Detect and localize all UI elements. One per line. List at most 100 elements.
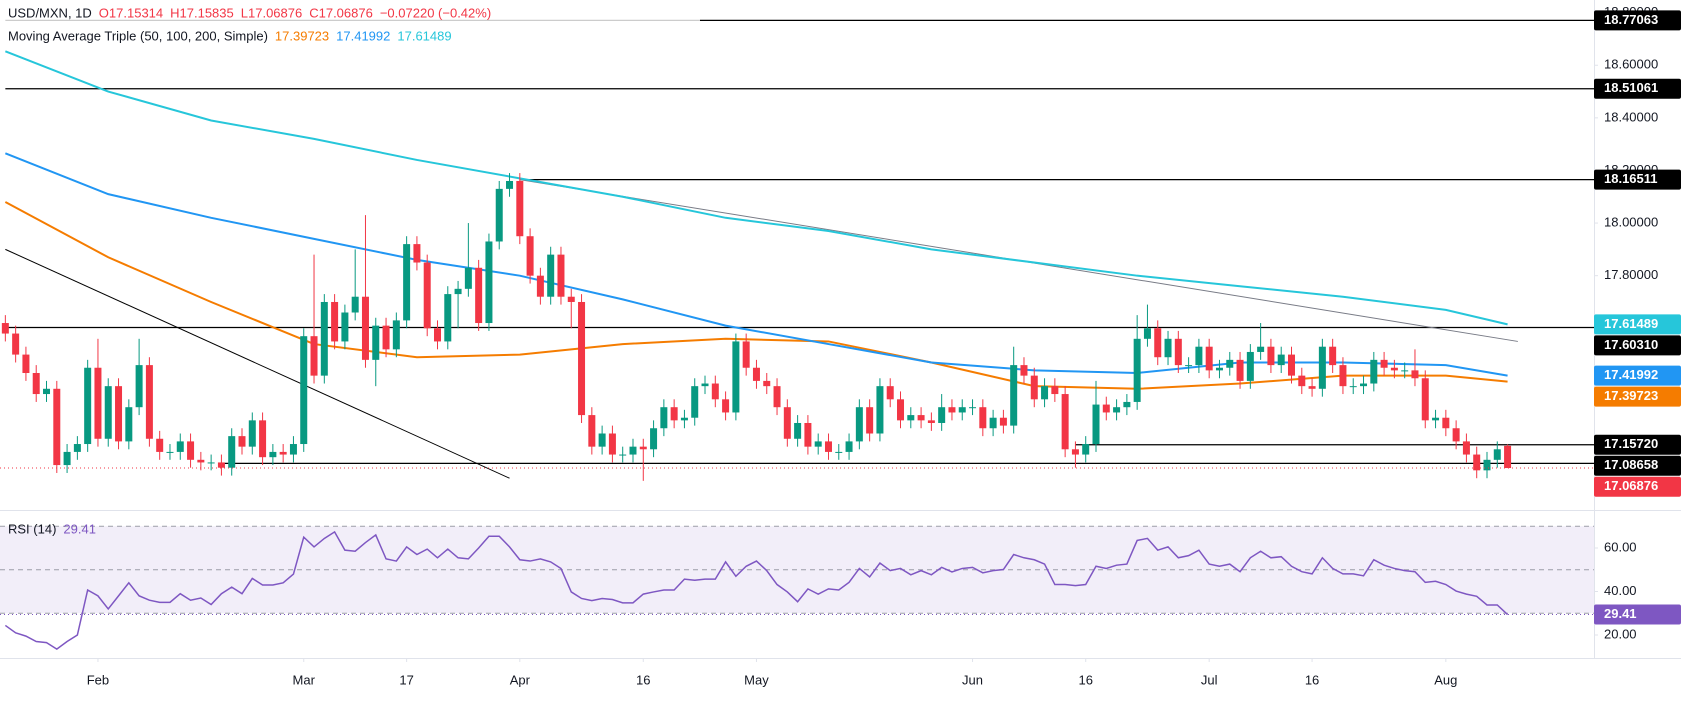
candle-body [372, 325, 380, 360]
candle-body [1483, 459, 1491, 471]
candle-body [958, 407, 966, 413]
price-badge [1594, 335, 1681, 356]
x-tick-label: Jul [1201, 672, 1218, 687]
candle-body [989, 417, 997, 429]
price-badge [1594, 434, 1681, 455]
candle-body [876, 386, 884, 434]
candle-body [1143, 328, 1151, 339]
candle-body [608, 433, 616, 455]
moving-average [4, 50, 1508, 326]
candle-body [279, 451, 287, 455]
candle-body [1164, 338, 1172, 358]
legend-ma-value: 17.41992 [336, 28, 390, 43]
candle-body [907, 415, 915, 421]
price-badge [1594, 455, 1681, 476]
candle-body [1071, 449, 1079, 455]
candle-body [73, 444, 81, 452]
candle-body [1349, 386, 1357, 388]
candle-body [351, 296, 359, 313]
candle-body [176, 441, 184, 452]
x-tick-label: Feb [87, 672, 109, 687]
x-tick-label: 17 [399, 672, 413, 687]
candle-body [578, 301, 586, 416]
candle-body [567, 296, 575, 302]
candle-body [217, 462, 225, 468]
candle-body [773, 386, 781, 408]
candle-body [722, 399, 730, 413]
price-badge [1594, 386, 1681, 407]
y-tick-label: 60.00 [1604, 539, 1637, 554]
candle-body [1380, 359, 1388, 368]
candle-body [1061, 394, 1069, 450]
candle-body [1462, 441, 1470, 455]
candle-body [1030, 375, 1038, 400]
candle-body [1174, 338, 1182, 366]
price-badge [1594, 78, 1681, 99]
candle-body [845, 441, 853, 452]
candle-body [650, 428, 658, 450]
candle-body [444, 294, 452, 342]
candle-body [639, 446, 647, 450]
legend-indicator: Moving Average Triple (50, 100, 200, Sim… [8, 28, 268, 43]
candle-body [1123, 401, 1131, 408]
candle-body [464, 267, 472, 289]
candle-body [166, 451, 174, 453]
candle-body [1113, 407, 1121, 413]
candle-body [814, 441, 822, 447]
candle-body [1010, 365, 1018, 426]
candle-body [855, 407, 863, 442]
candle-body [711, 383, 719, 400]
price-badge-label: 17.60310 [1604, 337, 1658, 352]
legend-ohlc: H17.15835 [170, 5, 234, 20]
candle-body [1082, 444, 1090, 455]
y-tick-label: 18.00000 [1604, 215, 1658, 230]
candle-body [1154, 328, 1162, 358]
candle-body [1390, 367, 1398, 371]
x-tick-label: Aug [1434, 672, 1457, 687]
candle-body [135, 365, 143, 408]
candle-body [485, 241, 493, 324]
legend-rsi-value: 29.41 [63, 521, 96, 536]
price-badge [1594, 169, 1681, 190]
candle-body [156, 438, 164, 452]
candle-body [197, 459, 205, 463]
legend-symbol: USD/MXN, 1D [8, 5, 92, 20]
candle-body [1360, 383, 1368, 387]
candle-body [53, 388, 61, 466]
x-tick-label: 16 [1305, 672, 1319, 687]
candle-body [1421, 378, 1429, 421]
rsi-line [4, 530, 1509, 651]
x-tick-label: Mar [293, 672, 316, 687]
candle-body [1185, 365, 1193, 367]
candle-body [680, 417, 688, 421]
candle-body [413, 244, 421, 263]
candle-body [495, 188, 503, 242]
candle-body [289, 444, 297, 455]
price-badge [1594, 365, 1681, 386]
candle-body [804, 422, 812, 447]
candle-body [63, 451, 71, 466]
candle-body [1493, 449, 1501, 460]
candle-body [886, 386, 894, 400]
candle-body [423, 262, 431, 329]
candle-body [1442, 417, 1450, 429]
candle-body [1298, 375, 1306, 387]
candle-body [897, 399, 905, 421]
trendline [5, 248, 510, 479]
candle-body [228, 436, 236, 468]
y-tick-label: 18.60000 [1604, 57, 1658, 72]
x-tick-label: Jun [962, 672, 983, 687]
candle-body [1133, 338, 1141, 402]
candle-body [187, 441, 195, 460]
y-tick-label: 17.80000 [1604, 267, 1658, 282]
candle-body [999, 417, 1007, 426]
legend-ma-value: 17.39723 [275, 28, 329, 43]
y-tick-label: 18.40000 [1604, 109, 1658, 124]
price-badge-label: 17.08658 [1604, 457, 1658, 472]
candle-body [588, 415, 596, 447]
candle-body [506, 180, 514, 189]
candle-body [1401, 370, 1409, 372]
candle-body [1246, 351, 1254, 381]
candle-body [917, 415, 925, 421]
candle-body [331, 301, 339, 342]
